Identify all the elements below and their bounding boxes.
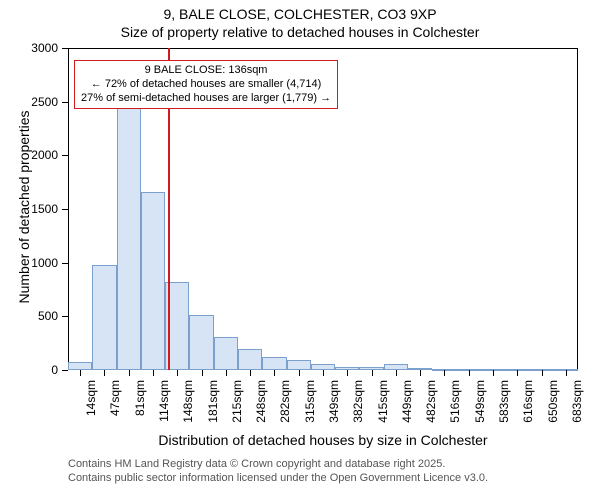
- x-tick-label: 482sqm: [424, 380, 438, 423]
- x-tick: [104, 370, 105, 376]
- x-tick: [372, 370, 373, 376]
- x-tick: [177, 370, 178, 376]
- x-axis-label: Distribution of detached houses by size …: [68, 432, 578, 448]
- x-tick: [226, 370, 227, 376]
- histogram-bar: [214, 337, 238, 370]
- y-tick: [62, 370, 68, 371]
- x-tick: [469, 370, 470, 376]
- x-tick-label: 282sqm: [278, 380, 292, 423]
- x-tick: [299, 370, 300, 376]
- y-tick: [62, 48, 68, 49]
- x-tick-label: 215sqm: [230, 380, 244, 423]
- y-tick: [62, 209, 68, 210]
- x-tick: [202, 370, 203, 376]
- x-tick: [542, 370, 543, 376]
- x-tick-label: 549sqm: [473, 380, 487, 423]
- x-tick: [566, 370, 567, 376]
- histogram-bar: [262, 357, 286, 370]
- y-tick-label: 1500: [0, 202, 58, 216]
- credit-line-1: Contains HM Land Registry data © Crown c…: [68, 458, 445, 470]
- y-tick: [62, 102, 68, 103]
- x-tick: [347, 370, 348, 376]
- y-tick-label: 3000: [0, 41, 58, 55]
- x-tick-label: 81sqm: [133, 380, 147, 416]
- chart-title-line1: 9, BALE CLOSE, COLCHESTER, CO3 9XP: [0, 6, 600, 22]
- y-tick-label: 0: [0, 363, 58, 377]
- histogram-bar: [287, 360, 311, 370]
- x-tick-label: 349sqm: [327, 380, 341, 423]
- x-tick-label: 415sqm: [376, 380, 390, 423]
- x-tick-label: 449sqm: [400, 380, 414, 423]
- x-tick-label: 114sqm: [157, 380, 171, 422]
- x-tick: [444, 370, 445, 376]
- x-tick: [396, 370, 397, 376]
- histogram-bar: [68, 362, 92, 370]
- histogram-bar: [189, 315, 213, 370]
- y-tick: [62, 263, 68, 264]
- x-tick-label: 181sqm: [206, 380, 220, 423]
- x-tick: [153, 370, 154, 376]
- chart-title-line2: Size of property relative to detached ho…: [0, 24, 600, 40]
- x-tick: [250, 370, 251, 376]
- x-tick-label: 616sqm: [521, 380, 535, 423]
- x-tick-label: 583sqm: [497, 380, 511, 423]
- credit-line-2: Contains public sector information licen…: [68, 472, 488, 484]
- histogram-bar: [117, 105, 141, 370]
- x-tick-label: 47sqm: [108, 380, 122, 416]
- histogram-bar: [238, 349, 262, 370]
- y-tick: [62, 316, 68, 317]
- histogram-bar: [141, 192, 165, 370]
- x-tick-label: 315sqm: [303, 380, 317, 423]
- x-tick: [420, 370, 421, 376]
- y-tick-label: 2000: [0, 148, 58, 162]
- y-tick-label: 500: [0, 309, 58, 323]
- x-tick-label: 683sqm: [570, 380, 584, 423]
- x-tick-label: 148sqm: [181, 380, 195, 423]
- x-tick-label: 650sqm: [546, 380, 560, 423]
- annotation-line: 9 BALE CLOSE: 136sqm: [81, 64, 331, 78]
- y-tick-label: 1000: [0, 256, 58, 270]
- histogram-bar: [92, 265, 116, 370]
- x-tick-label: 516sqm: [448, 380, 462, 423]
- x-tick-label: 382sqm: [351, 380, 365, 423]
- annotation-box: 9 BALE CLOSE: 136sqm← 72% of detached ho…: [74, 60, 338, 109]
- x-tick: [493, 370, 494, 376]
- x-tick: [517, 370, 518, 376]
- x-tick-label: 14sqm: [84, 380, 98, 416]
- annotation-line: ← 72% of detached houses are smaller (4,…: [81, 78, 331, 92]
- x-tick: [129, 370, 130, 376]
- y-tick-label: 2500: [0, 95, 58, 109]
- x-tick: [80, 370, 81, 376]
- x-tick: [274, 370, 275, 376]
- x-tick: [323, 370, 324, 376]
- x-tick-label: 248sqm: [254, 380, 268, 423]
- y-tick: [62, 155, 68, 156]
- annotation-line: 27% of semi-detached houses are larger (…: [81, 92, 331, 106]
